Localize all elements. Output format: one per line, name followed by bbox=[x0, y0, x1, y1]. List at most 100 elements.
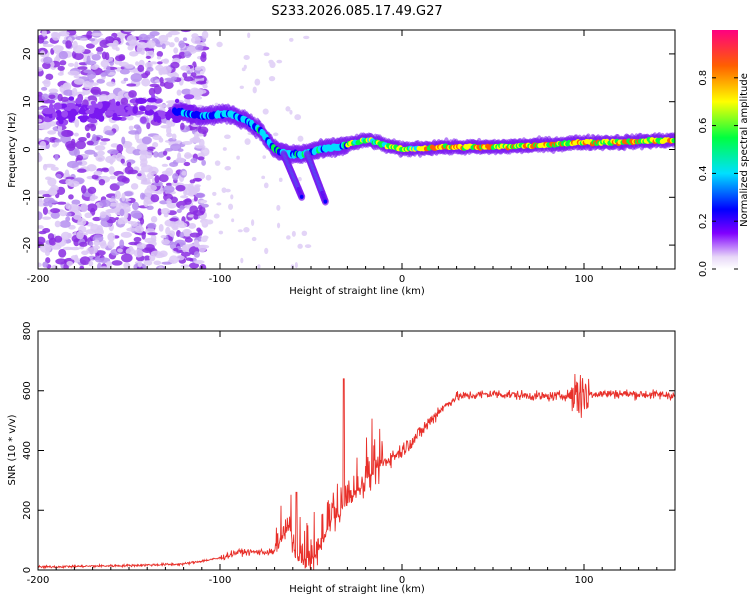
spectrogram-noise-blob bbox=[197, 126, 209, 135]
spectrogram-noise-blob bbox=[136, 44, 145, 54]
spectrogram-noise-blob bbox=[68, 224, 76, 230]
spectrogram-noise-blob bbox=[181, 88, 192, 95]
spectrogram-noise-blob bbox=[145, 55, 152, 60]
spectrogram-faint-blob bbox=[263, 182, 269, 189]
spectrogram-noise-blob bbox=[180, 195, 189, 199]
colorbar-tick-label: 0.4 bbox=[698, 165, 709, 181]
spectrogram-band-blob bbox=[79, 107, 86, 114]
spectrogram-noise-blob bbox=[84, 149, 96, 155]
spectrogram-noise-blob bbox=[200, 54, 207, 63]
spectrogram-faint-blob bbox=[268, 59, 274, 65]
spectrogram-noise-blob bbox=[161, 261, 173, 265]
spectrogram-noise-blob bbox=[59, 210, 68, 217]
spectrogram-y-ticks: 20 10 0 -10 -20 bbox=[22, 48, 675, 253]
spectrogram-noise-blob bbox=[134, 225, 144, 234]
spectrogram-noise-blob bbox=[99, 141, 107, 146]
spectrogram-noise-blob bbox=[108, 166, 115, 175]
spectrogram-noise-blob bbox=[111, 42, 118, 50]
spectrogram-noise-blob bbox=[127, 220, 135, 225]
spectrogram-noise-blob bbox=[77, 66, 88, 70]
snr-y-label: SNR (10 * v/v) bbox=[7, 414, 18, 485]
spectrogram-noise-blob bbox=[173, 247, 179, 252]
spectrogram-noise-blob bbox=[68, 203, 79, 212]
spectrogram-faint-blob bbox=[213, 213, 220, 219]
spectrogram-noise-blob bbox=[201, 203, 209, 208]
spectrogram-noise-blob bbox=[100, 59, 109, 68]
spectrogram-noise-blob bbox=[130, 183, 139, 190]
snr-y-tick-label: 200 bbox=[22, 501, 33, 520]
spectrogram-noise-blob bbox=[77, 218, 87, 226]
spectrogram-noise-blob bbox=[144, 61, 153, 69]
spectrogram-noise-blob bbox=[147, 166, 159, 175]
spectrogram-noise-blob bbox=[99, 199, 111, 208]
spectrogram-noise-blob bbox=[111, 260, 123, 266]
spectrogram-noise-blob bbox=[73, 52, 84, 61]
spectrogram-noise-blob bbox=[61, 129, 73, 138]
spectrogram-noise-blob bbox=[175, 220, 185, 225]
spectrogram-noise-blob bbox=[59, 60, 67, 66]
spectrogram-noise-blob bbox=[45, 73, 54, 81]
spectrogram-noise-blob bbox=[154, 175, 160, 184]
spectrogram-noise-blob bbox=[202, 84, 208, 89]
snr-x-tick-label: 100 bbox=[574, 575, 593, 586]
spectrogram-noise-blob bbox=[65, 216, 71, 222]
spectrogram-noise-blob bbox=[150, 250, 162, 257]
spectrogram-noise-blob bbox=[181, 141, 193, 145]
spectrogram-noise-blob bbox=[179, 232, 185, 238]
spectrogram-noise-blob bbox=[54, 154, 59, 161]
spectrogram-band-blob bbox=[52, 112, 58, 118]
spectrogram-band-blob bbox=[68, 117, 74, 123]
spectrogram-faint-blob bbox=[239, 85, 244, 89]
spectrogram-band-blob bbox=[139, 106, 147, 112]
spectrogram-noise-blob bbox=[159, 82, 166, 87]
spectrogram-band-blob bbox=[68, 96, 75, 101]
spectrogram-noise-blob bbox=[144, 243, 155, 251]
spectrogram-noise-blob bbox=[77, 168, 87, 173]
spectrogram-noise-blob bbox=[41, 216, 52, 220]
spectrogram-noise-blob bbox=[109, 60, 114, 66]
spectrogram-faint-blob bbox=[294, 262, 298, 269]
spectrogram-finger-core bbox=[323, 199, 328, 204]
spectrogram-noise-blob bbox=[65, 141, 77, 149]
spectrogram-noise-blob bbox=[86, 123, 95, 128]
spectrogram-noise-blob bbox=[91, 174, 99, 180]
spectrogram-noise-blob bbox=[90, 89, 100, 94]
spectrogram-noise-blob bbox=[164, 219, 175, 227]
spectrogram-noise-blob bbox=[58, 50, 69, 60]
spectrogram-noise-blob bbox=[175, 184, 186, 192]
spectrogram-faint-blob bbox=[228, 203, 234, 210]
spectrogram-noise-blob bbox=[140, 217, 145, 225]
spectrogram-noise-blob bbox=[86, 132, 91, 139]
spectrogram-noise-blob bbox=[55, 258, 67, 265]
spectrogram-faint-blob bbox=[205, 174, 212, 181]
spectrogram-noise-blob bbox=[193, 259, 205, 265]
spectrogram-noise-blob bbox=[153, 151, 159, 158]
spectrogram-noise-blob bbox=[42, 43, 54, 48]
spectrogram-noise-blob bbox=[176, 255, 185, 261]
spectrogram-faint-blob bbox=[254, 78, 261, 86]
spectrogram-noise-blob bbox=[174, 36, 180, 43]
spectrogram-noise-blob bbox=[100, 72, 107, 77]
spectrogram-noise-blob bbox=[143, 198, 149, 208]
spectrogram-noise-blob bbox=[89, 197, 96, 202]
spectrogram-faint-blob bbox=[200, 236, 208, 243]
spectrogram-y-tick-label: 20 bbox=[22, 48, 33, 61]
spectrogram-noise-blob bbox=[156, 56, 162, 60]
spectrogram-noise-blob bbox=[109, 175, 117, 180]
spectrogram-noise-blob bbox=[150, 215, 158, 223]
colorbar: 0.0 0.2 0.4 0.6 0.8 Normalized spectral ampl… bbox=[698, 30, 750, 277]
spectrogram-noise-blob bbox=[85, 60, 97, 66]
spectrogram-noise-blob bbox=[79, 265, 85, 269]
spectrogram-noise-blob bbox=[38, 124, 51, 130]
spectrogram-noise-blob bbox=[126, 35, 137, 45]
spectrogram-noise-blob bbox=[38, 118, 43, 123]
spectrogram-noise-blob bbox=[59, 220, 71, 228]
spectrogram-noise-blob bbox=[92, 216, 101, 222]
spectrogram-noise-blob bbox=[48, 88, 59, 94]
spectrogram-faint-blob bbox=[252, 86, 257, 94]
spectrogram-noise-blob bbox=[54, 138, 62, 143]
spectrogram-noise-blob bbox=[116, 181, 125, 186]
spectrogram-noise-blob bbox=[159, 77, 164, 84]
spectrogram-noise-blob bbox=[107, 240, 115, 249]
spectrogram-noise-blob bbox=[197, 244, 207, 253]
